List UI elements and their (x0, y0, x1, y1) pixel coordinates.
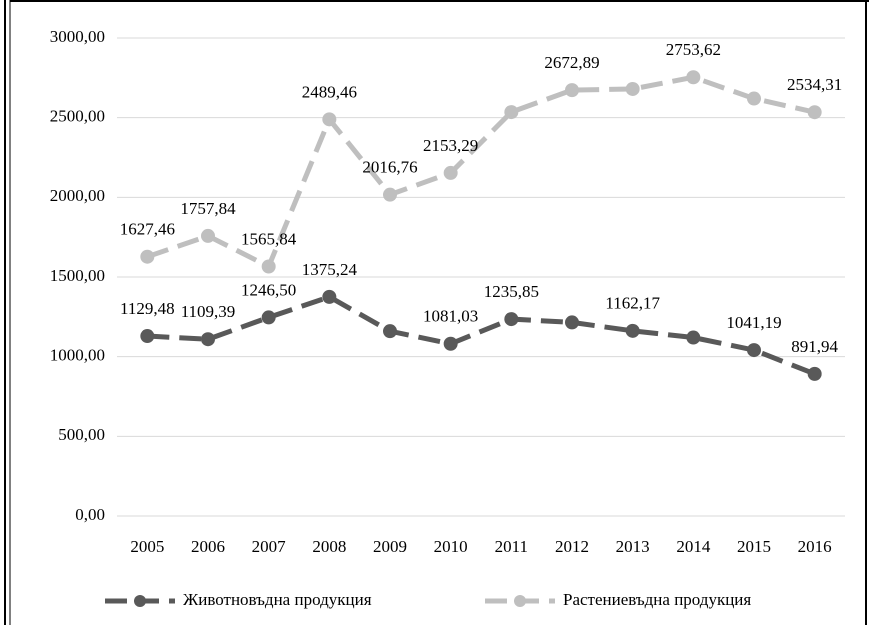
point (443, 336, 458, 351)
data-label: 2753,62 (666, 40, 721, 59)
point (261, 259, 276, 274)
data-label: 2153,29 (423, 136, 478, 155)
y-tick-label: 2500,00 (50, 107, 105, 126)
x-tick-label: 2005 (130, 537, 164, 556)
point (201, 332, 215, 347)
y-tick-label: 0,00 (75, 505, 105, 524)
point (201, 228, 215, 243)
x-tick-label: 2013 (616, 537, 650, 556)
y-tick-label: 500,00 (58, 425, 105, 444)
legend-marker (134, 595, 146, 607)
point (322, 112, 337, 127)
data-label: 1627,46 (120, 220, 175, 239)
data-label: 2534,31 (787, 75, 842, 94)
point (686, 330, 701, 345)
y-tick-label: 2000,00 (50, 186, 105, 205)
legend-label: Растениевъдна продукция (563, 590, 751, 609)
data-label: 2489,46 (302, 82, 357, 101)
point (686, 70, 701, 85)
x-tick-label: 2008 (312, 537, 346, 556)
y-tick-label: 1000,00 (50, 346, 105, 365)
x-tick-label: 2016 (798, 537, 832, 556)
data-label: 1041,19 (726, 313, 781, 332)
data-label: 1129,48 (120, 299, 175, 318)
data-label: 1162,17 (605, 294, 660, 313)
data-label: 1109,39 (181, 302, 236, 321)
series-line (147, 294, 816, 377)
x-tick-label: 2012 (555, 537, 589, 556)
point (504, 312, 519, 327)
point (140, 249, 155, 264)
point (747, 91, 761, 106)
x-tick-label: 2010 (434, 537, 468, 556)
data-label: 1375,24 (302, 260, 358, 279)
x-tick-label: 2007 (252, 537, 287, 556)
point (565, 83, 579, 98)
data-label: 1757,84 (180, 199, 236, 218)
point (625, 81, 640, 96)
point (504, 105, 519, 120)
legend-label: Животновъдна продукция (183, 590, 372, 609)
point (383, 324, 397, 339)
point (747, 343, 761, 358)
series-line (146, 74, 816, 270)
point (807, 366, 822, 381)
point (322, 289, 337, 304)
point (807, 105, 822, 120)
point (383, 187, 397, 202)
x-tick-label: 2014 (676, 537, 711, 556)
point (140, 329, 155, 344)
data-label: 891,94 (791, 337, 838, 356)
x-tick-label: 2006 (191, 537, 225, 556)
legend-marker (514, 595, 526, 607)
x-tick-label: 2009 (373, 537, 407, 556)
data-label: 1081,03 (423, 307, 478, 326)
data-label: 1235,85 (484, 282, 539, 301)
point (565, 315, 579, 330)
y-tick-label: 1500,00 (50, 266, 105, 285)
point (625, 323, 640, 338)
x-tick-label: 2011 (495, 537, 528, 556)
data-label: 2016,76 (362, 158, 417, 177)
data-label: 2672,89 (544, 53, 599, 72)
data-label: 1565,84 (241, 229, 297, 248)
point (443, 165, 458, 180)
y-tick-label: 3000,00 (50, 27, 105, 46)
data-label: 1246,50 (241, 280, 296, 299)
point (261, 310, 276, 325)
x-tick-label: 2015 (737, 537, 771, 556)
